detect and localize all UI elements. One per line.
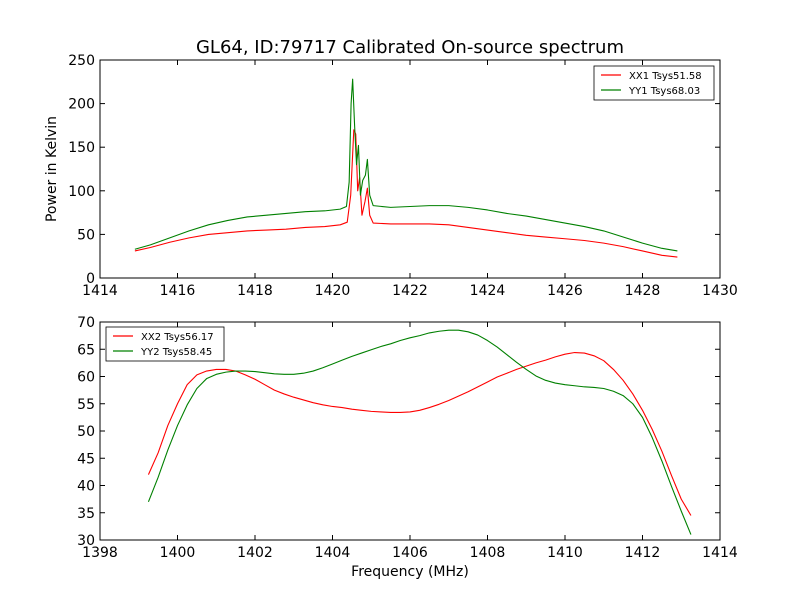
x-tick-label: 1398: [82, 545, 118, 561]
x-tick-label: 1430: [702, 283, 738, 299]
x-tick-label: 1416: [160, 283, 196, 299]
legend-label: XX2 Tsys56.17: [141, 332, 214, 343]
series-line-2: [134, 78, 678, 252]
figure-title: GL64, ID:79717 Calibrated On-source spec…: [196, 37, 624, 58]
y-axis-label: Power in Kelvin: [44, 116, 60, 222]
series-line-1: [147, 351, 692, 516]
x-tick-label: 1402: [237, 545, 273, 561]
legend-label: YY2 Tsys58.45: [140, 347, 212, 358]
y-tick-label: 50: [77, 424, 95, 440]
x-tick-label: 1414: [82, 283, 118, 299]
legend-box: [593, 65, 715, 101]
x-tick-label: 1414: [702, 545, 738, 561]
series-group: [147, 329, 692, 535]
y-tick-label: 65: [77, 342, 95, 358]
series-line-1: [134, 129, 678, 258]
y-tick-label: 30: [77, 533, 95, 549]
y-tick-label: 35: [77, 506, 95, 522]
y-tick-label: 250: [68, 53, 95, 69]
y-tick-label: 40: [77, 479, 95, 495]
legend-box: [105, 326, 225, 362]
y-tick-label: 55: [77, 397, 95, 413]
x-tick-label: 1428: [625, 283, 661, 299]
series-group: [134, 78, 678, 258]
y-tick-label: 70: [77, 315, 95, 331]
x-axis-label: Frequency (MHz): [351, 564, 469, 580]
x-tick-label: 1404: [315, 545, 351, 561]
y-tick-label: 60: [77, 370, 95, 386]
y-tick-label: 45: [77, 451, 95, 467]
x-tick-label: 1408: [470, 545, 506, 561]
top-spectrum-panel: 1414 1416 1418 1420 1422 1424 1426 1428 1430 0 50 1…: [44, 53, 738, 299]
x-tick-label: 1418: [237, 283, 273, 299]
x-tick-label: 1424: [470, 283, 506, 299]
x-tick-label: 1406: [392, 545, 428, 561]
x-tick-label: 1422: [392, 283, 428, 299]
y-tick-label: 0: [86, 271, 95, 287]
y-tick-label: 150: [68, 140, 95, 156]
legend: XX1 Tsys51.58 YY1 Tsys68.03: [593, 65, 715, 101]
y-tick-label: 100: [68, 184, 95, 200]
x-tick-label: 1400: [160, 545, 196, 561]
x-tick-label: 1410: [547, 545, 583, 561]
y-tick-label: 200: [68, 97, 95, 113]
series-line-2: [147, 329, 692, 535]
bottom-spectrum-panel: 1398 1400 1402 1404 1406 1408 1410 1412 1414 30 35…: [77, 315, 738, 580]
legend-label: YY1 Tsys68.03: [628, 86, 700, 97]
y-tick-label: 50: [77, 227, 95, 243]
legend: XX2 Tsys56.17 YY2 Tsys58.45: [105, 326, 225, 362]
legend-label: XX1 Tsys51.58: [629, 71, 702, 82]
x-tick-label: 1420: [315, 283, 351, 299]
x-tick-label: 1426: [547, 283, 583, 299]
x-tick-label: 1412: [625, 545, 661, 561]
